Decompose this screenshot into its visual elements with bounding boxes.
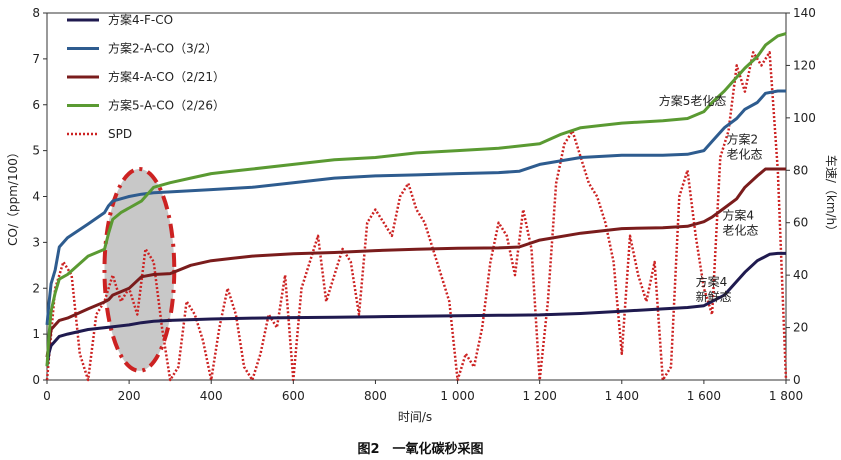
y-right-tick-label: 20 [793, 321, 808, 335]
y-right-tick-label: 40 [793, 268, 808, 282]
legend-label: 方案5-A-CO（2/26） [108, 98, 225, 113]
y-right-tick-label: 0 [793, 373, 801, 387]
legend-label: 方案4-F-CO [108, 12, 173, 27]
y-right-tick-label: 120 [793, 58, 816, 72]
y-left-tick-label: 0 [32, 373, 40, 387]
figure-caption: 图2 一氧化碳秒采图 [357, 442, 484, 457]
x-axis-title: 时间/s [398, 410, 432, 424]
annotation-line: 方案4 [696, 274, 728, 289]
series-line-3 [45, 167, 786, 358]
annotation-line: 新鲜态 [696, 289, 732, 304]
x-tick-label: 200 [118, 389, 141, 403]
y-right-tick-label: 60 [793, 216, 808, 230]
series-line-5 [45, 51, 788, 382]
annotation-line: 方案2 [726, 132, 758, 147]
y-left-tick-label: 3 [32, 235, 40, 249]
annotation-line: 老化态 [726, 148, 762, 162]
series-line-4 [45, 32, 787, 367]
x-tick-label: 400 [200, 389, 223, 403]
annotation-line: 老化态 [722, 223, 758, 237]
x-tick-label: 1 600 [687, 389, 721, 403]
series-line-2 [45, 89, 786, 326]
legend-label: SPD [108, 127, 132, 141]
series-layer [45, 32, 788, 382]
y-left-tick-label: 6 [32, 98, 40, 112]
legend: 方案4-F-CO 方案2-A-CO（3/2） 方案4-A-CO（2/21） 方案5-A… [67, 12, 225, 141]
x-tick-label: 0 [43, 389, 51, 403]
series-annotation: 方案5老化态 [659, 93, 727, 108]
x-tick-label: 1 400 [605, 389, 639, 403]
series-line-1 [45, 251, 786, 367]
legend-label: 方案2-A-CO（3/2） [108, 41, 217, 56]
y-right-tick-label: 100 [793, 111, 816, 125]
x-tick-label: 1 000 [440, 389, 474, 403]
annotation-line: 方案4 [722, 207, 754, 222]
co-speed-chart: 0 200 400 600 800 1 000 1 200 1 400 1 600 1 80001… [6, 6, 839, 424]
y-left-tick-label: 5 [32, 144, 40, 158]
x-tick-label: 1 800 [769, 389, 803, 403]
y-left-tick-label: 2 [32, 281, 40, 295]
legend-label: 方案4-A-CO（2/21） [108, 69, 225, 84]
y-right-tick-label: 80 [793, 163, 808, 177]
series-annotation: 方案2 老化态 [726, 132, 762, 162]
y-left-tick-label: 8 [32, 6, 40, 20]
x-tick-label: 800 [364, 389, 387, 403]
x-tick-label: 1 200 [522, 389, 556, 403]
y-left-tick-label: 7 [32, 52, 40, 66]
series-annotation: 方案4 新鲜态 [696, 274, 732, 304]
annotation-line: 方案5老化态 [659, 93, 727, 108]
y-right-tick-label: 140 [793, 6, 816, 20]
y-right-axis-title: 车速/（km/h） [824, 155, 839, 237]
series-annotation: 方案4 老化态 [722, 207, 758, 237]
x-tick-label: 600 [282, 389, 305, 403]
tick-label-layer: 0 200 400 600 800 1 000 1 200 1 400 1 600 1 80001… [32, 6, 816, 403]
y-left-axis-title: CO/（ppm/100） [6, 146, 20, 246]
y-left-tick-label: 4 [32, 190, 40, 204]
y-left-tick-label: 1 [32, 327, 40, 341]
